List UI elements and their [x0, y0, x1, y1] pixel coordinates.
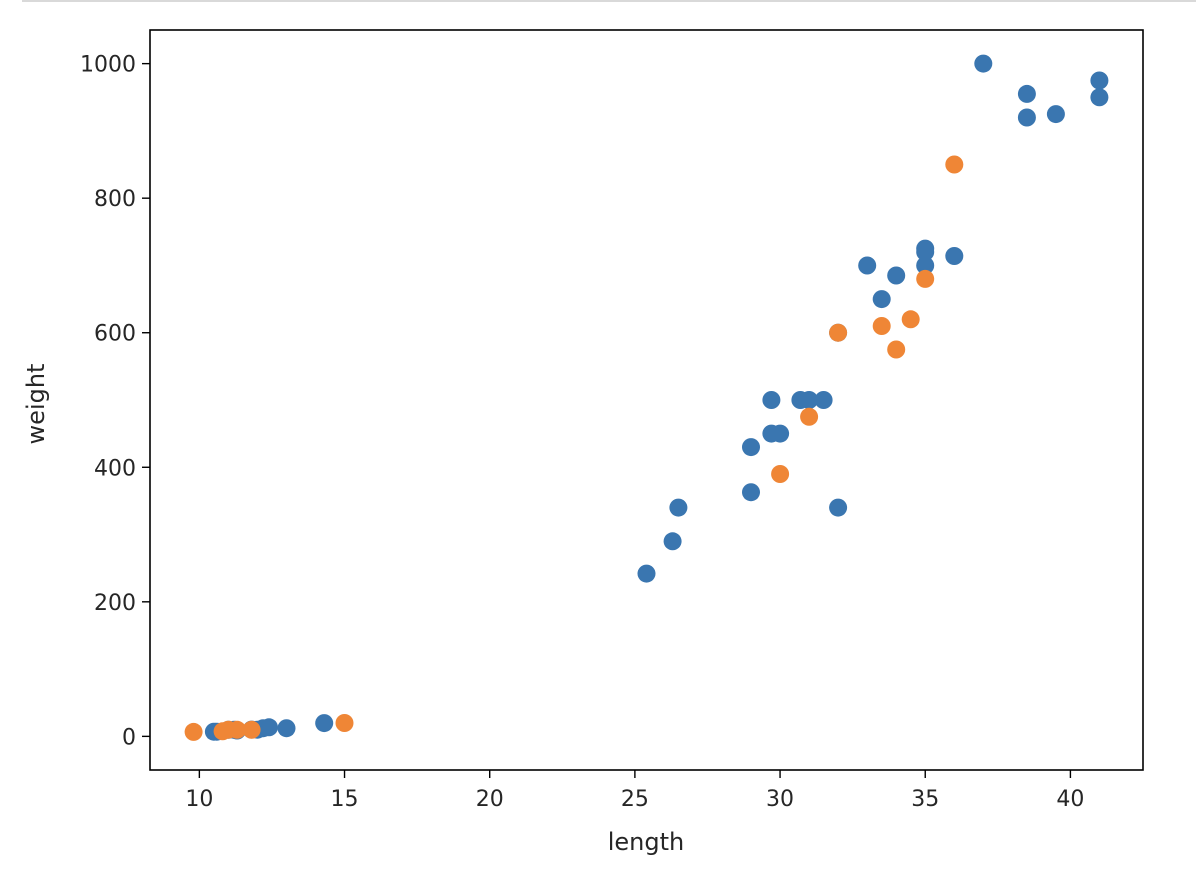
series-1-point-26	[872, 290, 891, 309]
series-1-point-12	[637, 564, 656, 583]
x-tick-label-40: 40	[1056, 787, 1084, 812]
series-1-point-32	[974, 54, 993, 73]
y-tick-label-200: 200	[94, 591, 136, 616]
series-1-point-30	[916, 243, 935, 261]
x-axis-label: length	[608, 828, 685, 856]
series-2-point-5	[242, 720, 261, 739]
series-1-point-22	[814, 391, 833, 409]
y-axis-label: weight	[22, 364, 50, 445]
y-tick-label-800: 800	[94, 187, 136, 212]
series-1-point-10	[277, 719, 296, 738]
series-1-point-34	[1017, 84, 1036, 103]
y-tick-label-0: 0	[122, 725, 136, 750]
series-1-point-21	[800, 391, 819, 409]
series-1-point-9	[260, 718, 278, 737]
x-tick-label-15: 15	[331, 787, 359, 812]
series-1-point-16	[742, 438, 760, 457]
series-1-point-11	[315, 714, 334, 733]
series-1-point-36	[1090, 71, 1109, 90]
series-2-point-11	[887, 340, 906, 359]
series-2-point-10	[872, 317, 891, 335]
series-1-point-13	[663, 532, 682, 551]
series-2-point-13	[916, 269, 935, 288]
x-tick-label-30: 30	[766, 787, 794, 812]
series-2-point-6	[335, 714, 354, 732]
series-1-point-19	[771, 424, 790, 443]
series-1-point-23	[829, 498, 848, 517]
top-divider	[22, 0, 1196, 2]
plot-frame	[149, 29, 1144, 771]
series-1-point-33	[1017, 108, 1036, 127]
y-tick-label-600: 600	[94, 322, 136, 347]
y-axis: 0 200 400 600 800 1000	[80, 53, 150, 750]
series-2-point-14	[945, 155, 964, 174]
series-1-point-27	[887, 266, 906, 285]
series-1-point-14	[669, 498, 688, 517]
y-tick-label-400: 400	[94, 456, 136, 481]
series-1-point-37	[1090, 88, 1109, 107]
series-1-point-25	[858, 256, 877, 275]
x-tick-label-25: 25	[621, 787, 649, 812]
x-tick-label-35: 35	[911, 787, 939, 812]
x-tick-label-10: 10	[185, 787, 213, 812]
series-2-point-7	[771, 465, 790, 483]
series-1-point-18	[762, 391, 781, 409]
series-2-point-4	[228, 720, 247, 739]
y-tick-label-1000: 1000	[80, 53, 136, 78]
series-2-point-8	[800, 407, 819, 426]
x-axis: 10 15 20 25 30 35 40	[185, 770, 1084, 812]
series-2-point-9	[829, 323, 848, 342]
series-2-point-1	[184, 722, 203, 741]
series-1-point-28	[916, 256, 935, 275]
points-layer	[184, 54, 1109, 741]
series-1-point-35	[1046, 105, 1065, 124]
series-1-point-15	[742, 483, 760, 502]
x-tick-label-20: 20	[476, 787, 504, 812]
series-1-point-31	[945, 247, 964, 265]
series-2-point-12	[901, 310, 920, 329]
